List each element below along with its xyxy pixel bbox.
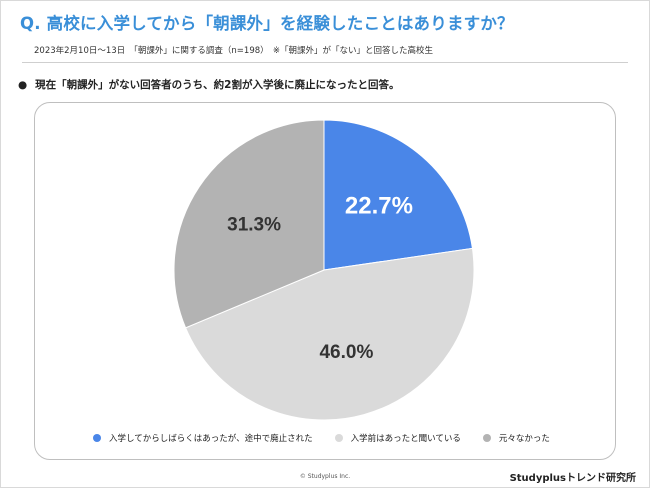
legend-swatch-3: [482, 434, 491, 442]
copyright: © Studyplus Inc.: [299, 473, 351, 480]
pie-slice-3: [173, 119, 325, 329]
summary-note: ● 現在「朝課外」がない回答者のうち、約2割が入学後に廃止になったと回答。: [18, 77, 399, 92]
legend-item-3: 元々なかった: [482, 432, 550, 444]
legend-label-1: 入学してからしばらくはあったが、途中で廃止された: [109, 434, 313, 444]
legend-swatch-1: [93, 434, 101, 442]
legend-label-2: 入学前はあったと聞いている: [350, 434, 461, 444]
brand-logo-text: Studyplusトレンド研究所: [509, 473, 636, 484]
divider: [22, 62, 628, 63]
chart-legend: 入学してからしばらくはあったが、途中で廃止された 入学前はあったと聞いている 元々な…: [93, 432, 572, 444]
legend-item-1: 入学してからしばらくはあったが、途中で廃止された: [93, 432, 313, 444]
page-title: Q. 高校に入学してから「朝課外」を経験したことはありますか？: [20, 14, 514, 33]
survey-subtitle: 2023年2月10日〜13日 「朝課外」に関する調査（n=198） ※「朝課外」…: [34, 46, 434, 56]
pie-slice-2: [184, 247, 475, 421]
summary-text: 現在「朝課外」がない回答者のうち、約2割が入学後に廃止になったと回答。: [35, 79, 400, 91]
pie-label-2: 46.0%: [319, 342, 373, 363]
bullet-icon: ●: [18, 79, 28, 91]
pie-slice-1: [323, 119, 474, 271]
pie-label-1: 22.7%: [345, 192, 413, 219]
pie-label-3: 31.3%: [227, 214, 281, 235]
legend-label-3: 元々なかった: [498, 434, 550, 444]
legend-item-2: 入学前はあったと聞いている: [334, 432, 461, 444]
legend-swatch-2: [334, 434, 343, 442]
